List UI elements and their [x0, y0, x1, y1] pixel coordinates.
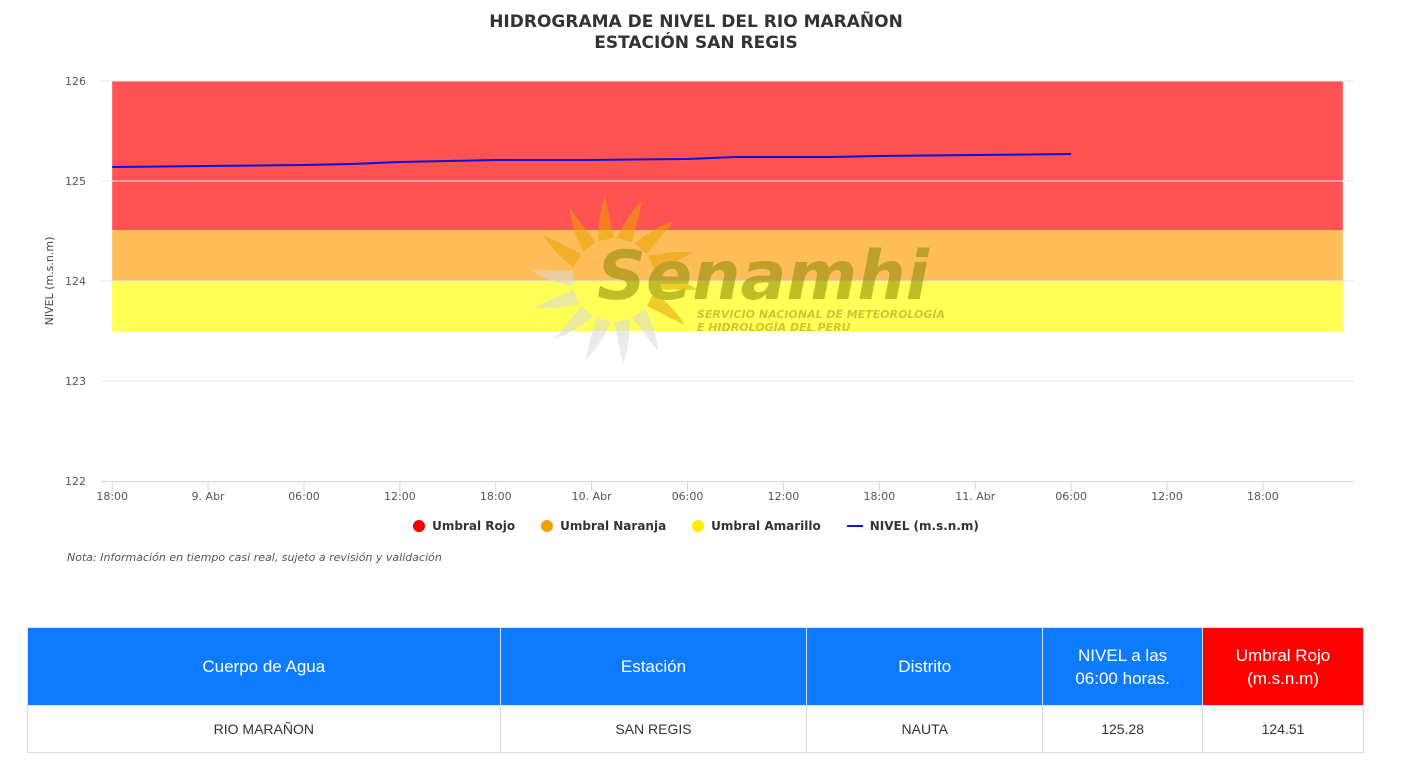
cell-distrito: NAUTA	[806, 705, 1044, 753]
sun-ray	[634, 221, 674, 254]
table-row: RIO MARAÑON SAN REGIS NAUTA 125.28 124.5…	[27, 705, 1364, 753]
sun-ray	[648, 251, 694, 271]
legend-line-nivel-icon	[846, 525, 863, 527]
y-tick-label: 124	[65, 275, 86, 288]
x-tick-label: 18:00	[1247, 490, 1279, 503]
y-tick-label: 126	[65, 75, 86, 88]
watermark-line1: SERVICIO NACIONAL DE METEOROLOGÍA	[697, 308, 945, 321]
watermark-brand: Senamhi	[597, 237, 931, 316]
series-line-nivel	[112, 153, 1072, 168]
watermark-line2: E HIDROLOGÍA DEL PERÚ	[697, 321, 851, 334]
sun-ray	[569, 208, 596, 252]
legend-item-naranja[interactable]: Umbral Naranja	[541, 519, 666, 533]
x-tick-label: 18:00	[863, 490, 895, 503]
sun-ray	[614, 318, 630, 364]
threshold-band-0	[112, 81, 1343, 230]
x-tick-label: 11. Abr	[955, 490, 995, 503]
sun-logo-icon	[530, 196, 698, 364]
table-header-row: Cuerpo de Agua Estación Distrito NIVEL a…	[27, 627, 1364, 706]
axes: 122 123 124 125 126 18:00 9. Abr 06:00 12:00 18:0…	[65, 75, 1354, 503]
header-nivel-line2: 06:00 horas.	[1075, 668, 1170, 688]
station-info-table: Cuerpo de Agua Estación Distrito NIVEL a…	[27, 627, 1364, 753]
sun-ray	[534, 289, 580, 309]
sun-ray	[585, 317, 612, 360]
sun-ray	[543, 234, 581, 268]
cell-cuerpo: RIO MARAÑON	[27, 705, 501, 753]
cell-umbral: 124.51	[1202, 705, 1364, 753]
legend-label-amarillo: Umbral Amarillo	[711, 519, 821, 533]
header-cuerpo: Cuerpo de Agua	[27, 627, 501, 706]
legend-label-naranja: Umbral Naranja	[560, 519, 667, 533]
legend-item-amarillo[interactable]: Umbral Amarillo	[692, 519, 821, 533]
header-umbral-line2: (m.s.n.m)	[1247, 668, 1319, 688]
sun-ray	[632, 308, 659, 352]
cell-nivel: 125.28	[1042, 705, 1204, 753]
chart-legend: Umbral Rojo Umbral Naranja Umbral Amaril…	[0, 519, 1392, 533]
sun-ray	[530, 269, 573, 287]
legend-item-nivel[interactable]: NIVEL (m.s.n.m)	[846, 519, 979, 533]
sun-ray	[616, 200, 643, 243]
sun-ray	[554, 306, 594, 339]
header-nivel: NIVEL a las 06:00 horas.	[1042, 627, 1204, 706]
header-nivel-line1: NIVEL a las	[1078, 645, 1168, 665]
senamhi-watermark: Senamhi SERVICIO NACIONAL DE METEOROLOGÍ…	[530, 196, 945, 364]
y-tick-label: 125	[65, 175, 86, 188]
chart-title-line2: ESTACIÓN SAN REGIS	[594, 33, 798, 53]
cell-estacion: SAN REGIS	[499, 705, 808, 753]
threshold-band-1	[112, 230, 1343, 281]
chart-title: HIDROGRAMA DE NIVEL DEL RIO MARAÑON ESTA…	[0, 12, 1392, 54]
x-tick-label: 18:00	[96, 490, 128, 503]
chart-title-line1: HIDROGRAMA DE NIVEL DEL RIO MARAÑON	[489, 12, 903, 32]
header-distrito: Distrito	[806, 627, 1044, 706]
y-tick-label: 122	[65, 475, 86, 488]
sun-ray	[655, 273, 698, 291]
header-umbral-line1: Umbral Rojo	[1235, 645, 1331, 665]
chart-note: Nota: Información en tiempo casi real, s…	[67, 551, 442, 564]
legend-label-nivel: NIVEL (m.s.n.m)	[869, 519, 979, 533]
legend-dot-rojo-icon	[413, 520, 426, 532]
legend-dot-amarillo-icon	[692, 520, 705, 532]
x-tick-label: 12:00	[1151, 490, 1183, 503]
legend-dot-naranja-icon	[541, 520, 554, 532]
sun-ray	[598, 196, 614, 242]
x-tick-label: 10. Abr	[572, 490, 612, 503]
gridlines	[101, 80, 1354, 382]
threshold-band-2	[112, 281, 1343, 331]
x-tick-label: 12:00	[384, 490, 416, 503]
threshold-bands	[112, 81, 1343, 331]
x-tick-label: 06:00	[672, 490, 704, 503]
x-tick-label: 12:00	[768, 490, 800, 503]
x-tick-label: 9. Abr	[192, 490, 225, 503]
series-layer	[112, 153, 1072, 168]
header-umbral-rojo: Umbral Rojo (m.s.n.m)	[1202, 627, 1364, 706]
y-axis-label: NIVEL (m.s.n.m)	[43, 237, 56, 326]
y-tick-label: 123	[65, 375, 86, 388]
x-tick-label: 18:00	[480, 490, 512, 503]
hydrograph-chart: Senamhi SERVICIO NACIONAL DE METEOROLOGÍ…	[43, 75, 1354, 503]
x-tick-label: 06:00	[1055, 490, 1087, 503]
legend-label-rojo: Umbral Rojo	[432, 519, 516, 533]
header-estacion: Estación	[499, 627, 808, 706]
legend-item-rojo[interactable]: Umbral Rojo	[413, 519, 515, 533]
x-tick-label: 06:00	[288, 490, 320, 503]
sun-ray	[647, 292, 685, 326]
